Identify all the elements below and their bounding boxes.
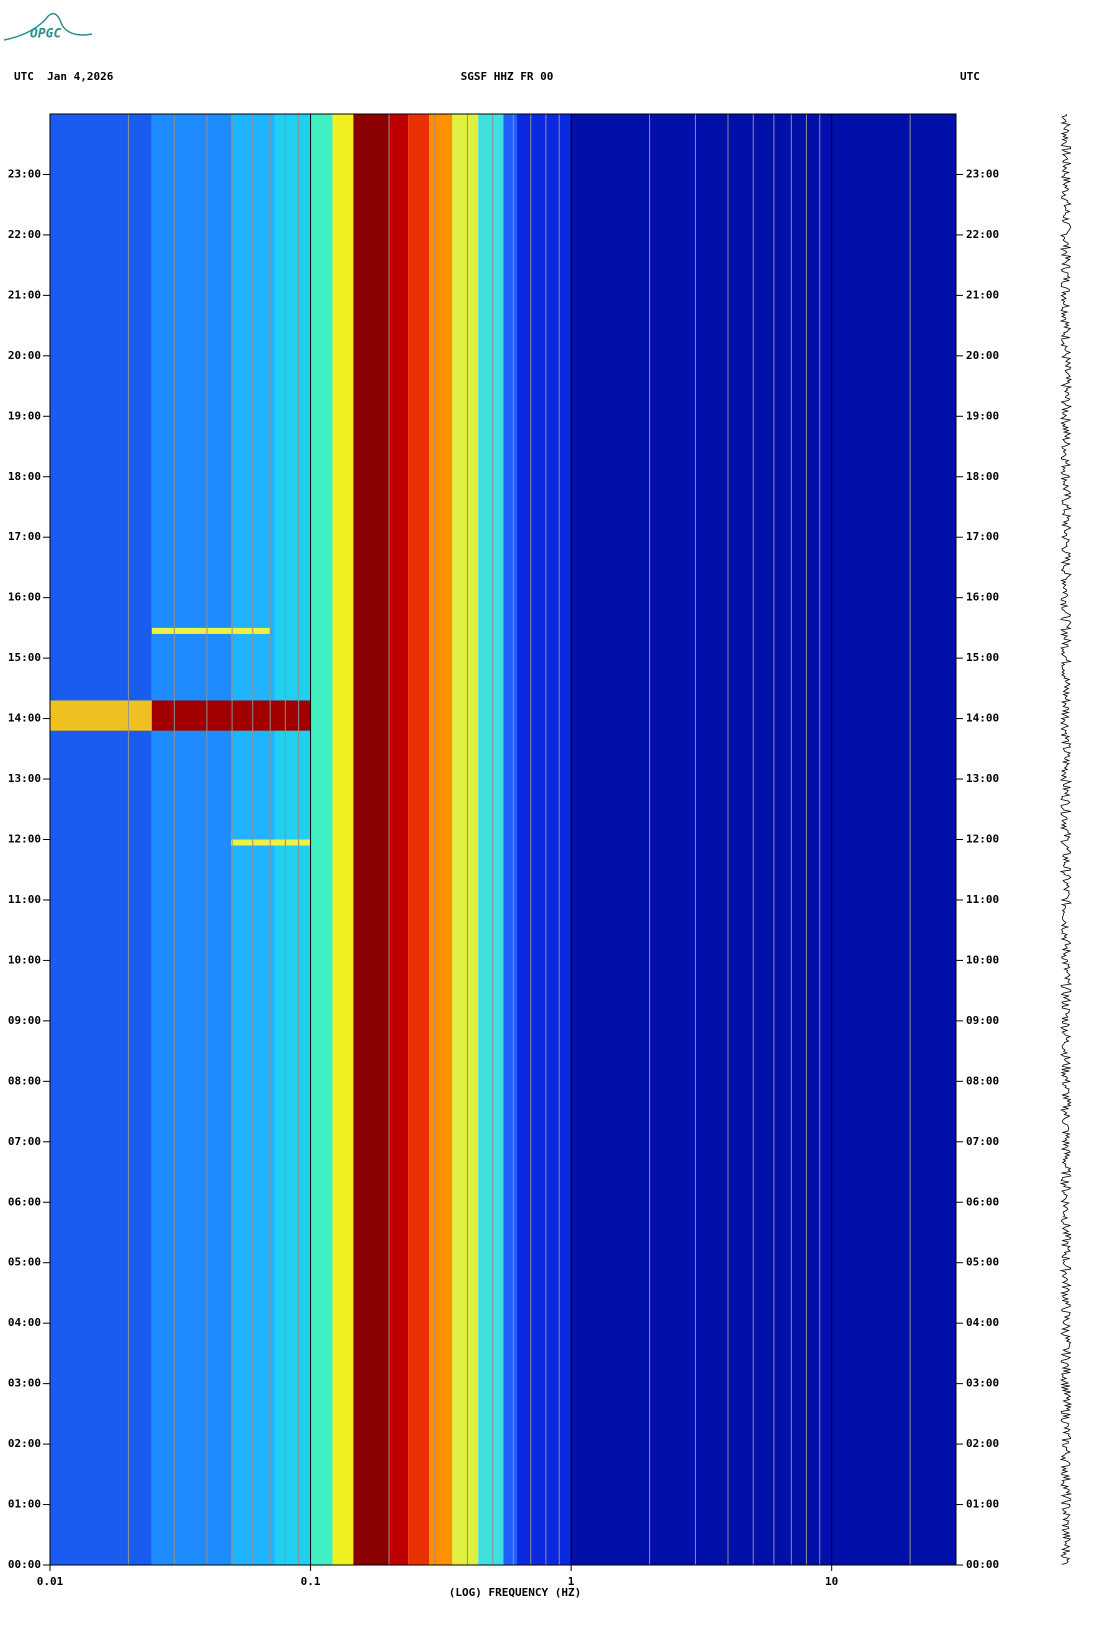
y-tick-label: 17:00 bbox=[8, 530, 41, 543]
spectral-band bbox=[517, 114, 572, 1565]
chart-title: SGSF HHZ FR 00 bbox=[461, 70, 554, 83]
x-tick-label: 0.01 bbox=[37, 1575, 64, 1588]
y-tick-label-right: 08:00 bbox=[966, 1074, 999, 1087]
y-tick-label: 08:00 bbox=[8, 1074, 41, 1087]
x-axis-label: (LOG) FREQUENCY (HZ) bbox=[449, 1586, 581, 1599]
y-tick-label: 20:00 bbox=[8, 349, 41, 362]
y-tick-label-right: 05:00 bbox=[966, 1256, 999, 1269]
left-header: UTC Jan 4,2026 bbox=[14, 70, 114, 83]
y-tick-label: 21:00 bbox=[8, 288, 41, 301]
y-tick-label: 18:00 bbox=[8, 470, 41, 483]
y-tick-label: 22:00 bbox=[8, 228, 41, 241]
spectral-band bbox=[571, 114, 956, 1565]
y-tick-label-right: 16:00 bbox=[966, 591, 999, 604]
x-tick-label: 1 bbox=[568, 1575, 575, 1588]
y-tick-label: 10:00 bbox=[8, 953, 41, 966]
y-tick-label-right: 07:00 bbox=[966, 1135, 999, 1148]
x-tick-label: 0.1 bbox=[301, 1575, 321, 1588]
y-tick-label-right: 09:00 bbox=[966, 1014, 999, 1027]
y-tick-label: 05:00 bbox=[8, 1256, 41, 1269]
y-tick-label-right: 17:00 bbox=[966, 530, 999, 543]
y-tick-label-right: 19:00 bbox=[966, 409, 999, 422]
y-tick-label-right: 14:00 bbox=[966, 712, 999, 725]
y-tick-label: 11:00 bbox=[8, 893, 41, 906]
right-header: UTC bbox=[960, 70, 980, 83]
y-tick-label: 15:00 bbox=[8, 651, 41, 664]
y-tick-label-right: 00:00 bbox=[966, 1558, 999, 1571]
y-tick-label: 12:00 bbox=[8, 833, 41, 846]
y-tick-label: 19:00 bbox=[8, 409, 41, 422]
y-tick-label-right: 03:00 bbox=[966, 1377, 999, 1390]
spectral-band bbox=[388, 114, 409, 1565]
y-tick-label: 01:00 bbox=[8, 1498, 41, 1511]
y-tick-label-right: 02:00 bbox=[966, 1437, 999, 1450]
y-tick-label-right: 15:00 bbox=[966, 651, 999, 664]
spectral-band bbox=[353, 114, 389, 1565]
y-tick-label-right: 12:00 bbox=[966, 833, 999, 846]
y-tick-label: 23:00 bbox=[8, 167, 41, 180]
y-tick-label-right: 01:00 bbox=[966, 1498, 999, 1511]
y-tick-label-right: 18:00 bbox=[966, 470, 999, 483]
y-tick-label: 14:00 bbox=[8, 712, 41, 725]
x-tick-label: 10 bbox=[825, 1575, 838, 1588]
spectral-band bbox=[503, 114, 518, 1565]
y-tick-label-right: 11:00 bbox=[966, 893, 999, 906]
y-tick-label: 04:00 bbox=[8, 1316, 41, 1329]
event-stripe bbox=[151, 627, 271, 634]
spectral-band bbox=[452, 114, 479, 1565]
y-tick-label: 13:00 bbox=[8, 772, 41, 785]
y-tick-label-right: 21:00 bbox=[966, 288, 999, 301]
y-tick-label-right: 23:00 bbox=[966, 167, 999, 180]
y-tick-label-right: 06:00 bbox=[966, 1195, 999, 1208]
y-tick-label-right: 10:00 bbox=[966, 953, 999, 966]
spectral-band bbox=[151, 114, 231, 1565]
y-tick-label-right: 20:00 bbox=[966, 349, 999, 362]
logo-swoosh bbox=[3, 12, 93, 41]
logo: OPGC bbox=[30, 27, 61, 42]
y-tick-label: 02:00 bbox=[8, 1437, 41, 1450]
y-tick-label: 03:00 bbox=[8, 1377, 41, 1390]
spectral-band bbox=[50, 114, 152, 1565]
y-tick-label-right: 04:00 bbox=[966, 1316, 999, 1329]
spectral-band bbox=[478, 114, 504, 1565]
y-tick-label: 09:00 bbox=[8, 1014, 41, 1027]
event-stripe bbox=[50, 700, 152, 731]
seismic-trace bbox=[1059, 113, 1073, 1565]
spectral-band bbox=[332, 114, 354, 1565]
y-tick-label: 06:00 bbox=[8, 1195, 41, 1208]
y-tick-label-right: 13:00 bbox=[966, 772, 999, 785]
y-tick-label: 07:00 bbox=[8, 1135, 41, 1148]
spectral-band bbox=[429, 114, 453, 1565]
y-tick-label-right: 22:00 bbox=[966, 228, 999, 241]
y-tick-label: 16:00 bbox=[8, 591, 41, 604]
spectral-band bbox=[408, 114, 430, 1565]
event-stripe bbox=[151, 700, 311, 731]
event-stripe bbox=[230, 839, 311, 846]
spectral-band bbox=[310, 114, 333, 1565]
y-tick-label: 00:00 bbox=[8, 1558, 41, 1571]
